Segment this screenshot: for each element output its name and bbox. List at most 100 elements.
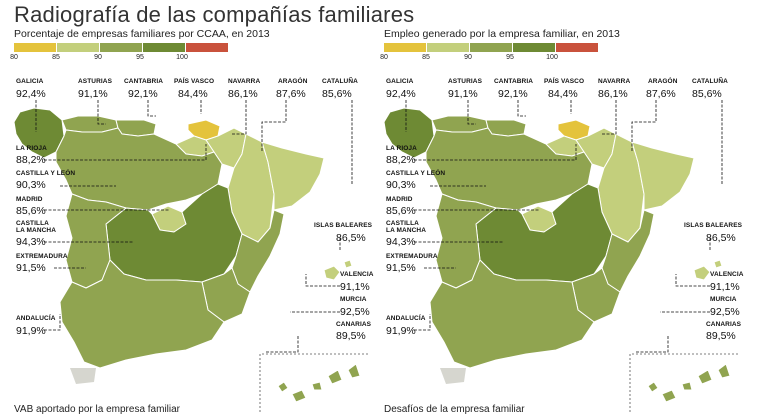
legend-swatch-95-100-a bbox=[143, 43, 186, 52]
region-value: 91,5% bbox=[386, 262, 416, 274]
region-andaluc-a bbox=[59, 259, 225, 369]
legend-tick: 90 bbox=[94, 54, 102, 61]
canarias-inset-frame bbox=[629, 353, 740, 412]
legend-tick: 95 bbox=[506, 54, 514, 61]
region-value: 92,4% bbox=[16, 88, 46, 100]
region-label: ANDALUCÍA bbox=[386, 315, 426, 322]
region-label: MADRID bbox=[16, 196, 43, 203]
map-svg bbox=[383, 100, 740, 412]
leader-line bbox=[517, 100, 526, 117]
leader-line bbox=[44, 314, 61, 331]
region-label: ISLAS BALEARES bbox=[684, 222, 743, 229]
region-catalu-a bbox=[631, 141, 695, 211]
legend-tick: 80 bbox=[380, 54, 388, 61]
legend-swatch-80-85 bbox=[14, 43, 57, 52]
region-value: 92,5% bbox=[340, 306, 370, 318]
legend-swatch-85-90 bbox=[57, 43, 100, 52]
region-label: LA RIOJA bbox=[16, 145, 47, 152]
region-canarias bbox=[277, 363, 361, 403]
region-value: 86,5% bbox=[336, 232, 366, 244]
region-value: 92,1% bbox=[498, 88, 528, 100]
panel-caption: Desafíos de la empresa familiar bbox=[384, 404, 525, 415]
region-label: CANTABRIA bbox=[494, 78, 534, 85]
leader-line bbox=[97, 100, 106, 125]
region-value: 85,6% bbox=[386, 205, 416, 217]
region-value: 94,3% bbox=[16, 236, 46, 248]
region-label: MURCIA bbox=[340, 296, 367, 303]
region-label: GALICIA bbox=[386, 78, 414, 85]
region-andaluc-a bbox=[429, 259, 595, 369]
region-value: 91,5% bbox=[16, 262, 46, 274]
panel-caption: VAB aportado por la empresa familiar bbox=[14, 404, 181, 415]
region-label: PAÍS VASCO bbox=[544, 78, 585, 85]
legend-tick: 85 bbox=[422, 54, 430, 61]
legend-tick: 85 bbox=[52, 54, 60, 61]
region-label: CANARIAS bbox=[706, 321, 742, 328]
legend-swatch-95-100-b bbox=[186, 43, 229, 52]
region-value: 87,6% bbox=[276, 88, 306, 100]
leader-line bbox=[266, 336, 299, 353]
region-value: 91,1% bbox=[448, 88, 478, 100]
region-value: 91,1% bbox=[340, 281, 370, 293]
region-label: GALICIA bbox=[16, 78, 44, 85]
region-label: ANDALUCÍA bbox=[16, 315, 56, 322]
region-value: 89,5% bbox=[706, 330, 736, 342]
region-label: VALENCIA bbox=[340, 271, 374, 278]
region-value: 89,5% bbox=[336, 330, 366, 342]
neighbor-land bbox=[70, 368, 96, 384]
legend-swatch-95-100-b bbox=[556, 43, 599, 52]
region-value: 85,6% bbox=[16, 205, 46, 217]
legend-tick: 100 bbox=[546, 54, 558, 61]
region-label: ASTURIAS bbox=[448, 78, 483, 85]
region-value: 94,3% bbox=[386, 236, 416, 248]
region-value: 86,1% bbox=[598, 88, 628, 100]
panel-subtitle: Porcentaje de empresas familiares por CC… bbox=[14, 28, 270, 40]
region-label: LA RIOJA bbox=[386, 145, 417, 152]
map-panel-vab: Porcentaje de empresas familiares por CC… bbox=[6, 24, 376, 420]
region-value: 85,6% bbox=[692, 88, 722, 100]
region-catalu-a bbox=[261, 141, 325, 211]
region-label: MADRID bbox=[386, 196, 413, 203]
region-label: EXTREMADURA bbox=[16, 253, 68, 260]
map-panel-empleo: Empleo generado por la empresa familiar,… bbox=[376, 24, 746, 420]
region-value: 86,1% bbox=[228, 88, 258, 100]
legend-swatch-80-85 bbox=[384, 43, 427, 52]
legend-swatch-85-90 bbox=[427, 43, 470, 52]
region-label: CATALUÑA bbox=[692, 78, 728, 85]
region-label: ARAGÓN bbox=[278, 78, 308, 85]
legend-tick: 100 bbox=[176, 54, 188, 61]
region-value: 92,1% bbox=[128, 88, 158, 100]
region-value: 92,5% bbox=[710, 306, 740, 318]
region-label: PAÍS VASCO bbox=[174, 78, 215, 85]
leader-line bbox=[232, 100, 247, 135]
region-value: 91,1% bbox=[78, 88, 108, 100]
region-value: 85,6% bbox=[322, 88, 352, 100]
region-label: ARAGÓN bbox=[648, 78, 678, 85]
region-islas-baleares bbox=[323, 259, 353, 281]
region-value: 91,1% bbox=[710, 281, 740, 293]
region-value: 90,3% bbox=[386, 179, 416, 191]
region-label: CASTILLA Y LEÓN bbox=[16, 170, 76, 177]
region-label: NAVARRA bbox=[598, 78, 631, 85]
leader-line bbox=[602, 100, 617, 135]
region-value: 91,9% bbox=[386, 325, 416, 337]
legend-tick: 80 bbox=[10, 54, 18, 61]
leader-line bbox=[305, 274, 340, 287]
leader-line bbox=[636, 336, 669, 353]
legend-tick: 90 bbox=[464, 54, 472, 61]
legend-ticks: 80 85 90 95 100 bbox=[380, 54, 594, 64]
region-label: VALENCIA bbox=[710, 271, 744, 278]
region-value: 87,6% bbox=[646, 88, 676, 100]
leader-line bbox=[44, 144, 207, 161]
neighbor-land bbox=[440, 368, 466, 384]
legend-swatch-90-95 bbox=[100, 43, 143, 52]
region-canarias bbox=[647, 363, 731, 403]
region-value: 88,2% bbox=[386, 154, 416, 166]
region-label: CASTILLA LA MANCHA bbox=[16, 220, 57, 234]
leader-line bbox=[631, 100, 657, 152]
region-label: ASTURIAS bbox=[78, 78, 113, 85]
legend-swatch-95-100-a bbox=[513, 43, 556, 52]
page-title: Radiografía de las compañías familiares bbox=[14, 2, 415, 27]
color-legend bbox=[384, 43, 599, 52]
legend-swatch-90-95 bbox=[470, 43, 513, 52]
